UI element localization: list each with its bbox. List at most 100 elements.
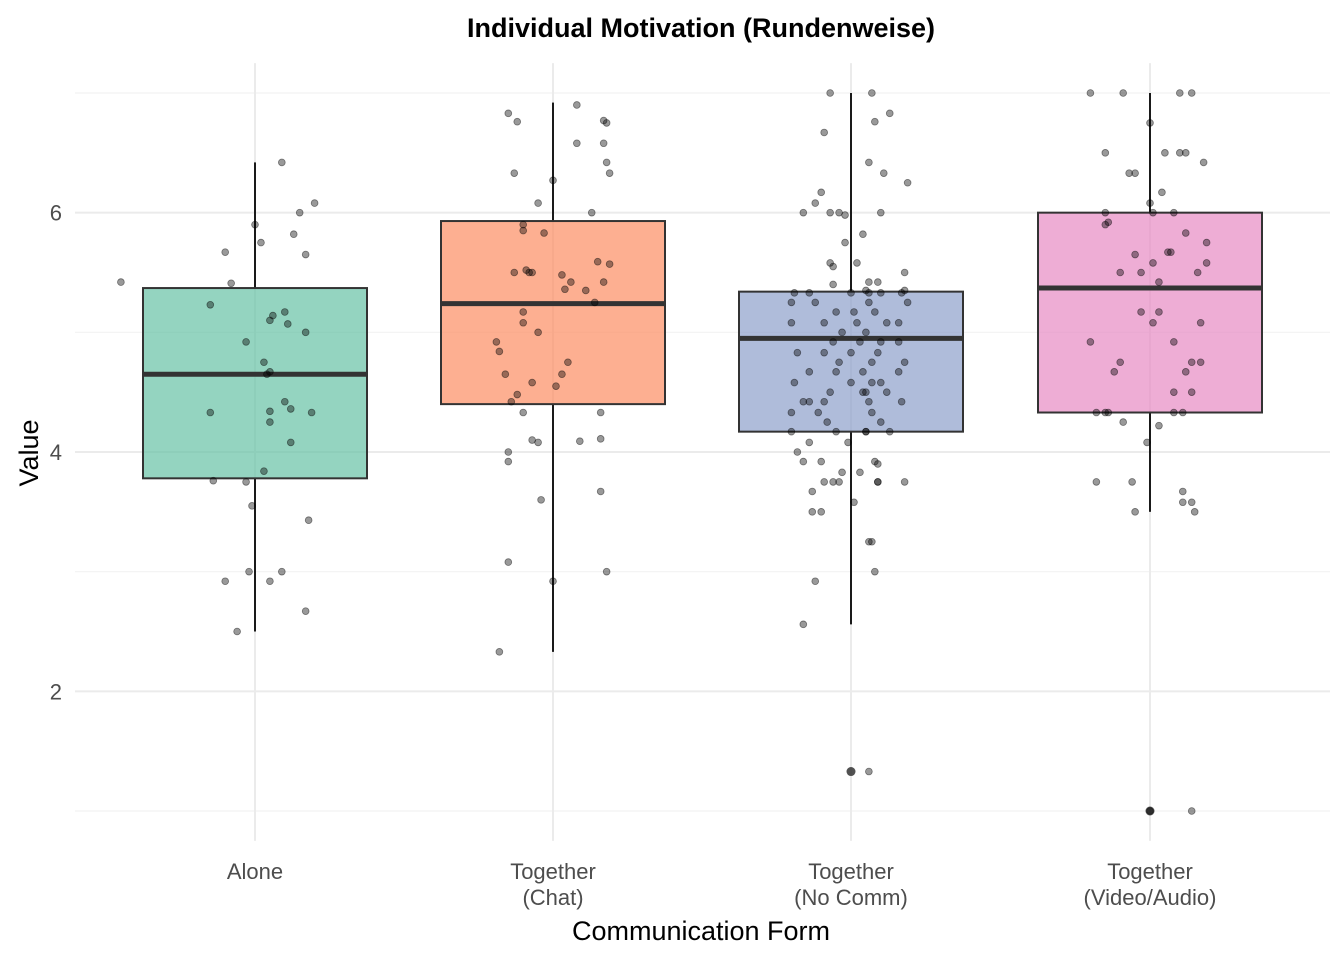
data-point [882, 388, 891, 396]
data-point [1149, 318, 1157, 327]
data-point [903, 178, 912, 187]
data-point [1187, 498, 1196, 507]
data-point [850, 308, 858, 316]
data-point [260, 467, 268, 475]
data-point [519, 226, 527, 235]
data-point [814, 408, 823, 417]
data-point [278, 158, 286, 167]
data-point [573, 101, 581, 109]
data-point [1181, 368, 1190, 376]
data-point [793, 348, 802, 357]
data-point [847, 348, 855, 357]
data-point [826, 89, 834, 97]
data-point [829, 478, 837, 486]
data-point [209, 476, 218, 485]
data-point [602, 158, 611, 167]
x-tick-label: Together [1107, 859, 1193, 884]
data-point [537, 496, 545, 504]
data-point [1101, 408, 1110, 417]
data-point [805, 438, 814, 447]
data-point [1178, 408, 1187, 417]
data-point [1170, 208, 1178, 217]
data-point [1202, 238, 1211, 247]
data-point [868, 537, 876, 546]
data-point [1131, 169, 1139, 177]
data-point [829, 262, 837, 271]
data-point [868, 89, 876, 97]
data-point [865, 158, 873, 167]
data-point [573, 139, 581, 148]
data-point [1196, 358, 1205, 367]
data-point [900, 478, 909, 486]
data-point [552, 382, 560, 390]
data-point [528, 268, 536, 277]
data-point [876, 378, 885, 387]
data-point [862, 286, 870, 295]
data-point [534, 199, 542, 207]
data-point [894, 318, 903, 327]
data-point [835, 208, 843, 217]
data-point [826, 388, 834, 396]
data-point [1149, 208, 1157, 217]
data-point [900, 358, 909, 367]
data-point [528, 436, 536, 444]
data-point [286, 405, 295, 413]
data-point [501, 370, 510, 379]
data-point [859, 388, 867, 396]
x-tick-label: (Chat) [522, 885, 583, 910]
x-tick-label: (No Comm) [794, 885, 908, 910]
data-point [576, 437, 584, 446]
data-point [492, 338, 501, 346]
data-point [304, 516, 313, 525]
data-point [310, 199, 319, 207]
data-point [596, 487, 605, 496]
data-point [245, 567, 253, 576]
x-axis-title: Communication Form [572, 916, 830, 946]
data-point [266, 368, 274, 376]
data-point [581, 286, 590, 295]
x-tick-label: Together [808, 859, 894, 884]
data-point [1092, 408, 1101, 417]
data-point [829, 280, 837, 289]
data-point [596, 435, 605, 443]
data-point [260, 358, 268, 367]
data-point [263, 370, 271, 379]
data-point [1104, 408, 1113, 417]
data-point [865, 298, 873, 307]
data-point [596, 408, 605, 417]
data-point [1119, 418, 1127, 426]
data-point [1146, 119, 1154, 127]
data-point [301, 328, 310, 337]
data-point [856, 338, 864, 346]
data-point [865, 278, 873, 286]
data-point [269, 311, 277, 320]
data-point [903, 298, 912, 307]
data-point [242, 478, 250, 486]
x-tick-label: Together [510, 859, 596, 884]
data-point [1137, 268, 1145, 277]
data-point [832, 368, 840, 376]
data-point [549, 176, 557, 185]
data-point [266, 577, 274, 586]
data-point [897, 289, 906, 297]
data-point [1167, 248, 1175, 256]
data-point [817, 508, 825, 516]
data-point [1161, 149, 1169, 157]
data-point [278, 567, 286, 576]
data-point [1164, 248, 1172, 256]
data-point [790, 378, 799, 387]
data-point [808, 487, 817, 496]
data-point [862, 427, 870, 436]
data-point [853, 259, 861, 267]
data-point [280, 397, 289, 406]
data-point [593, 257, 602, 266]
data-point [519, 220, 527, 229]
data-point [117, 278, 125, 286]
data-point [868, 358, 876, 367]
data-point [817, 457, 825, 466]
data-point [820, 397, 828, 406]
data-point [826, 208, 834, 217]
data-point [865, 289, 873, 297]
data-point [1119, 89, 1127, 97]
y-axis-title: Value [14, 419, 44, 486]
